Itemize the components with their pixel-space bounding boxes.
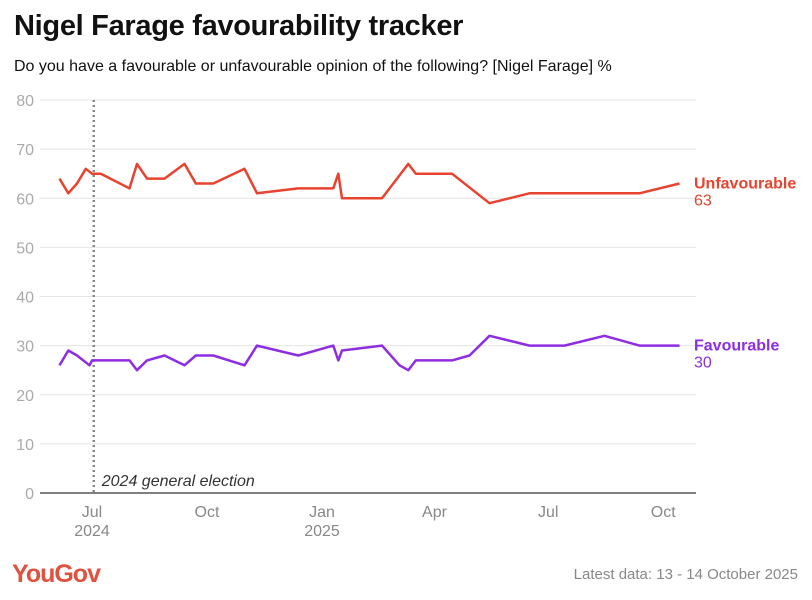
- x-tick-year: 2024: [74, 523, 110, 540]
- series-last-value: 30: [694, 355, 712, 372]
- yougov-logo: YouGov: [12, 560, 101, 588]
- latest-data-note: Latest data: 13 - 14 October 2025: [573, 566, 798, 583]
- y-tick-label: 70: [16, 142, 34, 159]
- y-tick-label: 80: [16, 93, 34, 110]
- series-line-unfavourable: [58, 162, 680, 205]
- series-label: Favourable: [694, 338, 779, 355]
- chart-title: Nigel Farage favourability tracker: [14, 10, 464, 42]
- x-tick-label: Jul: [82, 504, 102, 521]
- series-line-favourable: [58, 334, 680, 372]
- y-tick-label: 60: [16, 191, 34, 208]
- x-tick-label: Oct: [195, 504, 220, 521]
- election-annotation: 2024 general election: [101, 473, 255, 490]
- y-tick-label: 30: [16, 339, 34, 356]
- x-tick-year: 2025: [304, 523, 340, 540]
- series-last-value: 63: [694, 193, 712, 210]
- series-label: Unfavourable: [694, 176, 796, 193]
- y-tick-label: 20: [16, 388, 34, 405]
- x-tick-label: Apr: [422, 504, 448, 521]
- y-tick-label: 50: [16, 240, 34, 257]
- y-tick-label: 0: [25, 486, 34, 503]
- y-tick-label: 10: [16, 437, 34, 454]
- x-tick-label: Jul: [538, 504, 558, 521]
- y-tick-label: 40: [16, 290, 34, 307]
- x-tick-label: Oct: [651, 504, 676, 521]
- x-tick-label: Jan: [309, 504, 335, 521]
- chart-subtitle: Do you have a favourable or unfavourable…: [14, 58, 612, 75]
